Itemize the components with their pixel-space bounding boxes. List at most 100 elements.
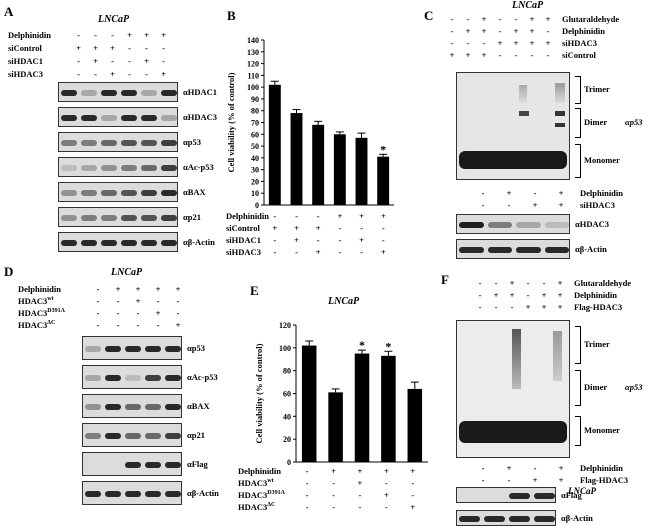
blot-band [85, 433, 101, 439]
treatment-sign: + [493, 289, 499, 300]
blot-band [121, 90, 137, 96]
y-tick-label: 110 [247, 71, 259, 80]
treatment-row: + + + - - - - siControl [444, 49, 596, 61]
treatment-label: siHDAC3 [8, 69, 43, 80]
blot-label: αHDAC3 [183, 112, 218, 122]
treatment-label-sup: wt [267, 478, 274, 485]
treatment-sign: - [381, 234, 385, 245]
treatment-sign: + [557, 301, 563, 312]
treatment-sign: + [532, 474, 538, 485]
treatment-sign: - [481, 199, 485, 210]
treatment-sign: + [380, 246, 386, 257]
treatment-sign: - [128, 69, 131, 80]
blot-band [101, 215, 117, 221]
treatment-row: HDAC3ΔC - - - - + [238, 501, 426, 513]
band-bracket [575, 108, 581, 138]
treatment-sign: + [110, 69, 115, 80]
treatment-row: - + - + Delphinidin [470, 187, 623, 199]
treatment-sign: - [510, 301, 514, 312]
bar [381, 355, 396, 462]
treatment-sign: - [94, 69, 97, 80]
treatment-label: Delphinidin [226, 210, 269, 221]
blot-band [161, 240, 177, 246]
treatment-signs: - - - - + [294, 503, 426, 512]
blot-label: αHDAC1 [183, 87, 218, 97]
blot-band [161, 90, 177, 96]
dimer-band [519, 111, 529, 116]
y-tick-label: 0 [255, 201, 259, 210]
treatment-sign: - [514, 13, 518, 24]
treatment-sign: - [358, 501, 362, 512]
blot-band [61, 140, 77, 146]
treatment-sign: - [478, 289, 482, 300]
blot-label: αβ-Actin [183, 237, 215, 247]
bar [268, 84, 281, 205]
treatment-row: - - - + + + + siHDAC3 [444, 37, 597, 49]
blot-band [487, 247, 512, 253]
treatment-row: - + + - + + - Delphinidin [444, 25, 605, 37]
treatment-sign: - [526, 277, 530, 288]
blot-band [534, 493, 555, 499]
treatment-signs: - + - - + - [70, 57, 172, 66]
blot-band [61, 190, 77, 196]
treatment-row: - - + + siHDAC3 [470, 199, 615, 211]
treatment-label-base: HDAC3 [18, 296, 48, 307]
treatment-sign: - [145, 69, 148, 80]
dimer-band [555, 123, 565, 127]
treatment-sign: + [93, 43, 98, 54]
blot-strip [58, 232, 178, 252]
treatment-sign: - [116, 295, 120, 306]
y-tick-label: 80 [251, 107, 259, 116]
treatment-row: HDAC3D391A - - - + - [238, 489, 426, 501]
treatment-signs: - - + - - + [70, 70, 172, 79]
treatment-sign: + [175, 319, 181, 330]
blot-band [165, 491, 181, 497]
blot-band [544, 247, 569, 253]
treatment-row: - - + + Flag-HDAC3 [470, 474, 629, 486]
band-bracket [575, 370, 581, 406]
treatment-sign: - [514, 49, 518, 60]
treatment-sign: + [93, 56, 98, 67]
treatment-sign: + [513, 25, 519, 36]
blot-band [105, 491, 121, 497]
blot-strip [58, 182, 178, 202]
blot-label: αBAX [187, 401, 210, 411]
blot-band [165, 375, 181, 381]
treatment-label: siHDAC1 [226, 234, 261, 245]
treatment-sign: + [506, 187, 512, 198]
treatment-signs: - + + - + + [472, 291, 568, 300]
blot-band [141, 140, 157, 146]
blot-strip [82, 336, 182, 360]
blot-band [125, 462, 141, 468]
treatment-label: Delphinidin [8, 30, 51, 41]
blot-band [125, 491, 141, 497]
blot-band [101, 165, 117, 171]
treatment-sign: - [332, 489, 335, 500]
blot-band [105, 346, 121, 352]
blot-band [141, 165, 157, 171]
treatment-label: siHDAC3 [580, 199, 615, 210]
y-axis-title: Cell viability (% of control) [226, 72, 236, 172]
treatment-sign: + [529, 13, 535, 24]
treatment-signs: - - + - - + [264, 248, 394, 257]
blot-strip [82, 452, 182, 476]
blot-band [121, 165, 137, 171]
treatment-label-base: HDAC3 [18, 320, 48, 331]
treatment-signs: - - + - - + + [444, 15, 556, 24]
treatment-label: Delphinidin [562, 25, 605, 36]
treatment-sign: - [338, 222, 342, 233]
blot-band [161, 215, 177, 221]
band-protein-label: αp53 [625, 382, 643, 392]
blot-label: αβ-Actin [187, 488, 219, 498]
treatment-sign: + [115, 283, 121, 294]
treatment-label-base: HDAC3 [238, 490, 268, 501]
treatment-label: HDAC3D391A [18, 308, 88, 317]
y-tick-label: 30 [251, 166, 259, 175]
blot-strip [456, 214, 570, 234]
treatment-sign: - [128, 56, 131, 67]
treatment-sign: - [305, 465, 309, 476]
blot-band [61, 90, 77, 96]
treatment-sign: + [541, 289, 547, 300]
treatment-sign: - [533, 187, 537, 198]
blot-band [85, 404, 101, 410]
